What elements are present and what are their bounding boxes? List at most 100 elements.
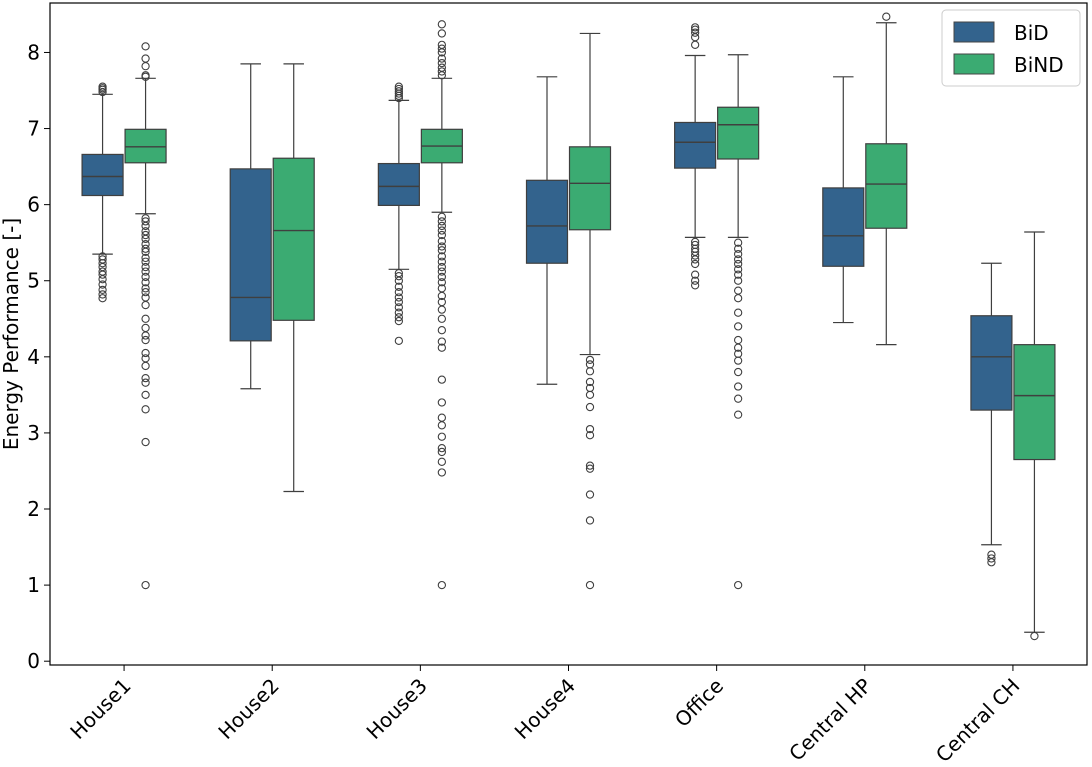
outlier-point [141, 348, 150, 358]
outlier-point [437, 237, 447, 246]
outlier-point [733, 410, 743, 419]
box-iqr [81, 153, 124, 197]
outlier-point [882, 12, 891, 21]
outlier-point [98, 290, 107, 299]
outlier-point [141, 253, 150, 263]
outlier-point [437, 580, 447, 590]
outlier-point [141, 300, 150, 310]
outlier-point [733, 580, 743, 590]
outlier-point [987, 550, 996, 559]
outlier-point [690, 237, 700, 247]
outlier-point [733, 276, 743, 285]
outlier-point [733, 356, 743, 365]
outlier-point [394, 313, 404, 322]
outlier-point [437, 54, 447, 63]
outlier-point [437, 314, 447, 323]
outlier-point [585, 402, 595, 412]
outlier-point [437, 226, 447, 235]
box-bid-central-hp [822, 76, 865, 324]
outlier-point [437, 252, 447, 261]
outlier-point [733, 322, 743, 331]
box-bid-central-ch [970, 262, 1013, 567]
y-tick-label: 4 [27, 345, 40, 369]
outlier-point [437, 343, 447, 352]
box-bind-office [717, 54, 760, 590]
outlier-point [437, 257, 447, 266]
outlier-point [585, 377, 595, 387]
box-bid-house2 [229, 63, 272, 390]
y-tick-label: 8 [27, 40, 40, 64]
outlier-point [394, 87, 404, 96]
outlier-point [437, 457, 447, 466]
outlier-point [394, 336, 404, 345]
plot-frame [49, 2, 1088, 666]
outlier-point [437, 443, 447, 453]
outlier-point [141, 373, 150, 383]
outlier-point [733, 259, 743, 269]
outlier-point [733, 270, 743, 279]
outlier-point [394, 297, 404, 307]
outlier-point [690, 28, 700, 37]
outlier-point [437, 58, 447, 68]
x-tick-label: House2 [213, 674, 283, 744]
box-iqr [822, 187, 865, 267]
outlier-point [437, 421, 447, 430]
box-bind-house1 [124, 42, 167, 590]
outlier-point [141, 354, 150, 363]
outlier-point [141, 54, 150, 63]
outlier-point [394, 308, 404, 317]
outlier-point [98, 252, 107, 261]
outlier-point [141, 214, 150, 223]
box-bind-central-hp [865, 12, 908, 346]
outlier-point [690, 276, 700, 285]
outlier-point [141, 437, 150, 447]
outlier-point [98, 285, 107, 295]
plot-area [81, 12, 1056, 641]
outlier-point [437, 297, 447, 307]
outlier-point [437, 246, 447, 255]
outlier-point [437, 262, 447, 272]
outlier-point [98, 267, 107, 276]
x-tick-label: House1 [65, 674, 135, 744]
outlier-point [437, 267, 447, 276]
outlier-point [437, 272, 447, 282]
box-iqr [229, 168, 272, 342]
outlier-point [141, 217, 150, 226]
outlier-point [585, 516, 595, 525]
outlier-point [141, 262, 150, 272]
outlier-point [585, 390, 595, 400]
outlier-point [141, 230, 150, 240]
outlier-point [585, 431, 595, 440]
box-bind-house4 [568, 32, 612, 590]
outlier-point [141, 580, 150, 590]
outlier-point [437, 242, 447, 251]
outlier-point [98, 280, 107, 289]
y-axis: 0 1 2 3 4 5 6 7 8 [27, 40, 50, 673]
outlier-point [585, 383, 595, 393]
outlier-point [585, 367, 595, 376]
outlier-point [585, 490, 595, 499]
outlier-point [141, 284, 150, 293]
outlier-point [690, 40, 700, 50]
outlier-point [437, 305, 447, 314]
outlier-point [394, 293, 404, 302]
outlier-point [733, 335, 743, 345]
box-iqr [272, 157, 315, 321]
outlier-point [437, 432, 447, 441]
outlier-point [733, 286, 743, 295]
outlier-point [141, 62, 150, 71]
outlier-point [141, 361, 150, 371]
legend-swatch-bid [953, 21, 995, 43]
y-tick-label: 0 [27, 649, 40, 673]
outlier-point [437, 375, 447, 384]
outlier-point [141, 71, 150, 80]
outlier-point [437, 63, 447, 72]
outlier-point [585, 461, 595, 470]
outlier-point [394, 84, 404, 94]
outlier-point [141, 42, 150, 51]
outlier-point [141, 257, 150, 266]
y-tick-label: 7 [27, 117, 40, 141]
outlier-point [733, 244, 743, 253]
outlier-point [437, 326, 447, 335]
outlier-point [141, 287, 150, 297]
